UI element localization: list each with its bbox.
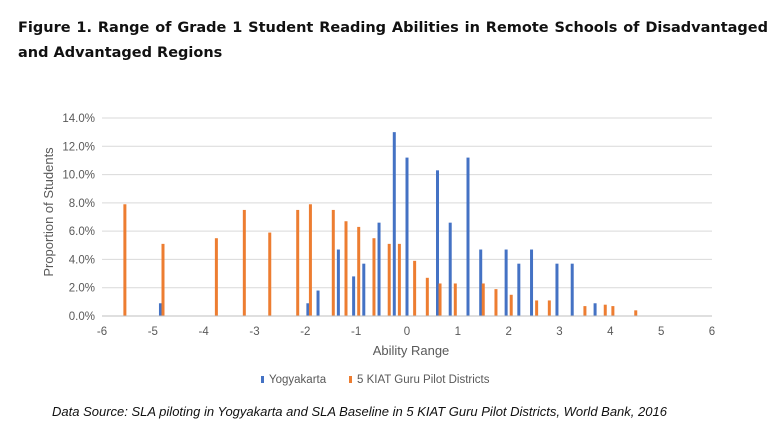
bar <box>158 303 162 316</box>
y-tick-label: 2.0% <box>69 283 95 295</box>
bar <box>242 209 246 316</box>
bar <box>214 238 218 316</box>
x-tick-label: 3 <box>556 326 562 338</box>
bar <box>479 249 483 316</box>
bar <box>603 304 607 316</box>
bar <box>535 300 539 316</box>
bar <box>268 232 272 316</box>
x-tick-labels: -6 -5 -4 -3 -2 -1 0 1 2 3 4 5 6 <box>97 326 715 338</box>
bars <box>123 132 638 316</box>
x-tick-label: 4 <box>607 326 614 338</box>
bar <box>634 310 638 316</box>
x-tick-label: 0 <box>404 326 410 338</box>
bar <box>504 249 508 316</box>
y-tick-label: 10.0% <box>62 170 95 182</box>
bar <box>362 263 366 316</box>
x-tick-label: 1 <box>455 326 461 338</box>
legend-label: Yogyakarta <box>269 374 327 386</box>
x-tick-label: -3 <box>249 326 259 338</box>
y-tick-label: 8.0% <box>69 198 95 210</box>
bar <box>392 132 396 316</box>
x-tick-label: 6 <box>709 326 715 338</box>
bar <box>570 263 574 316</box>
y-tick-label: 12.0% <box>62 141 95 153</box>
x-tick-label: 2 <box>505 326 511 338</box>
bar <box>453 283 457 316</box>
bar <box>397 243 401 316</box>
x-tick-label: -2 <box>300 326 310 338</box>
bar <box>413 260 417 316</box>
y-tick-label: 0.0% <box>69 311 95 323</box>
bar <box>357 226 361 316</box>
x-tick-label: -6 <box>97 326 107 338</box>
bar <box>344 221 348 316</box>
bar <box>448 222 452 316</box>
bar <box>296 209 300 316</box>
bar <box>316 290 320 316</box>
bar <box>336 249 340 316</box>
y-axis-title: Proportion of Students <box>41 147 56 277</box>
bar <box>494 289 498 316</box>
bar <box>530 249 534 316</box>
bar <box>161 243 165 316</box>
bar <box>509 294 513 316</box>
bar <box>372 238 376 316</box>
y-tick-label: 6.0% <box>69 226 95 238</box>
bar <box>547 300 551 316</box>
x-axis-title: Ability Range <box>373 343 450 358</box>
bar <box>308 204 312 316</box>
bar <box>611 306 615 316</box>
x-tick-label: -4 <box>199 326 210 338</box>
bar <box>583 306 587 316</box>
y-tick-label: 4.0% <box>69 254 95 266</box>
x-tick-label: -5 <box>148 326 158 338</box>
bar <box>387 243 391 316</box>
legend-label: 5 KIAT Guru Pilot Districts <box>357 374 490 386</box>
gridlines <box>102 117 712 289</box>
legend-swatch <box>261 376 264 383</box>
bar <box>438 283 442 316</box>
legend: Yogyakarta 5 KIAT Guru Pilot Districts <box>261 374 490 386</box>
bar <box>593 303 597 316</box>
y-tick-labels: 0.0% 2.0% 4.0% 6.0% 8.0% 10.0% 12.0% 14.0% <box>62 113 95 323</box>
x-tick-label: -1 <box>351 326 361 338</box>
bar <box>352 276 356 316</box>
figure-title: Figure 1. Range of Grade 1 Student Readi… <box>18 20 768 61</box>
y-tick-label: 14.0% <box>62 113 95 125</box>
bar <box>436 170 439 316</box>
bar <box>306 303 310 316</box>
legend-swatch <box>349 376 352 383</box>
figure-source: Data Source: SLA piloting in Yogyakarta … <box>52 404 667 419</box>
bar <box>331 209 335 316</box>
bar <box>466 157 470 316</box>
bar <box>405 157 409 316</box>
bar <box>425 277 429 316</box>
bar <box>377 222 381 316</box>
bar <box>555 263 559 316</box>
x-tick-label: 5 <box>658 326 664 338</box>
bar <box>517 263 521 316</box>
bar <box>123 204 127 316</box>
bar <box>481 283 485 316</box>
